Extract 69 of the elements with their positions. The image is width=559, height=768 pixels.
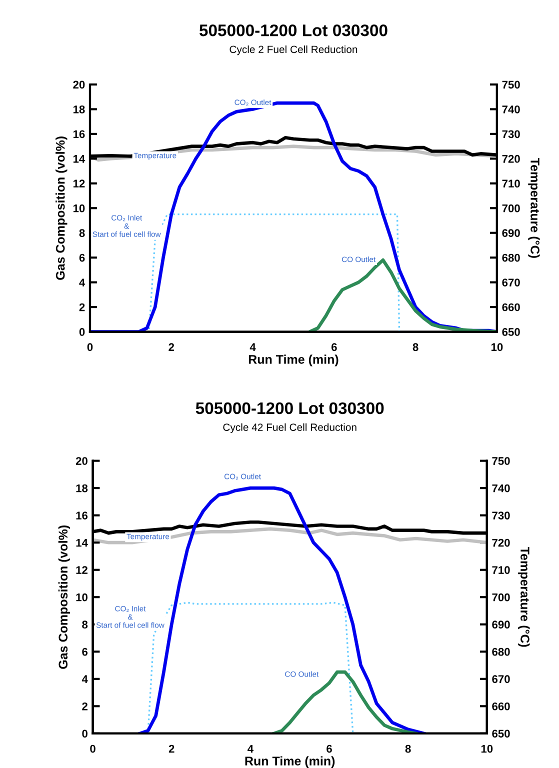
y-tick-label: 18 [73, 105, 85, 114]
x-tick-label: 4 [248, 744, 254, 753]
x-tick-label: 10 [491, 343, 503, 352]
y2-axis-title: Temperature (°C) [528, 158, 540, 258]
y-tick-label: 4 [79, 278, 86, 286]
y2-tick-label: 750 [502, 80, 520, 89]
line-series [272, 670, 418, 734]
y-tick-label: 12 [76, 566, 88, 574]
y2-tick-label: 670 [492, 675, 510, 684]
y-tick-label: 14 [76, 538, 88, 547]
y2-tick-label: 680 [502, 254, 520, 262]
y2-tick-label: 740 [492, 484, 510, 492]
y2-tick-label: 700 [502, 204, 520, 212]
y-tick-label: 20 [73, 80, 85, 89]
line-series [92, 527, 487, 544]
y2-tick-label: 740 [502, 105, 520, 114]
x-tick-label: 2 [168, 343, 174, 351]
y2-tick-label: 700 [492, 593, 510, 602]
y2-tick-label: 670 [502, 278, 520, 286]
chart-title: 505000-1200 Lot 030300 [196, 402, 384, 414]
y2-tick-label: 690 [502, 229, 520, 237]
y2-tick-label: 750 [492, 457, 510, 465]
y2-tick-label: 720 [492, 538, 510, 547]
y2-tick-label: 690 [492, 620, 510, 629]
y2-tick-label: 680 [492, 648, 510, 656]
x-tick-label: 4 [250, 343, 256, 351]
y2-tick-label: 660 [492, 702, 510, 710]
x-tick-label: 0 [90, 744, 96, 753]
chart-title: 505000-1200 Lot 030300 [199, 24, 388, 36]
y-tick-label: 8 [79, 229, 85, 237]
x-tick-label: 8 [412, 343, 418, 352]
line-series [147, 602, 354, 734]
y-tick-label: 10 [76, 593, 88, 602]
y2-tick-label: 720 [502, 154, 520, 163]
y-tick-label: 4 [82, 675, 88, 683]
y-tick-label: 20 [76, 457, 88, 465]
y-tick-label: 0 [82, 730, 88, 738]
x-tick-label: 2 [168, 744, 174, 753]
y-tick-label: 2 [79, 303, 85, 312]
chart-subtitle: Cycle 42 Fuel Cell Reduction [223, 423, 356, 434]
y-tick-label: 2 [82, 702, 88, 710]
chart-subtitle: Cycle 2 Fuel Cell Reduction [230, 45, 358, 56]
x-tick-label: 6 [326, 744, 332, 753]
y-tick-label: 6 [82, 648, 88, 656]
y-axis-title: Gas Composition (vol%) [58, 526, 70, 669]
y2-tick-label: 660 [502, 303, 520, 312]
y2-tick-label: 650 [502, 328, 520, 336]
y2-tick-label: 730 [502, 130, 520, 138]
y-tick-label: 0 [79, 328, 85, 336]
y-tick-label: 16 [73, 130, 85, 138]
y2-axis-title: Temperature (°C) [518, 546, 530, 647]
x-tick-label: 10 [481, 744, 493, 753]
line-series [308, 258, 497, 332]
y2-tick-label: 650 [492, 730, 510, 738]
x-axis-title: Run Time (min) [248, 354, 338, 366]
x-tick-label: 8 [405, 744, 411, 753]
y-tick-label: 10 [73, 204, 85, 212]
y2-tick-label: 710 [502, 180, 520, 188]
y-tick-label: 16 [76, 512, 88, 520]
y-tick-label: 6 [79, 254, 85, 262]
y2-tick-label: 730 [492, 512, 510, 520]
y2-tick-label: 710 [492, 566, 510, 574]
x-tick-label: 6 [331, 343, 337, 352]
y-tick-label: 18 [76, 484, 88, 492]
y-axis-title: Gas Composition (vol%) [56, 136, 68, 280]
x-axis-title: Run Time (min) [245, 756, 335, 768]
y-tick-label: 14 [73, 155, 86, 163]
y-tick-label: 8 [82, 620, 88, 629]
y-tick-label: 12 [73, 180, 85, 188]
